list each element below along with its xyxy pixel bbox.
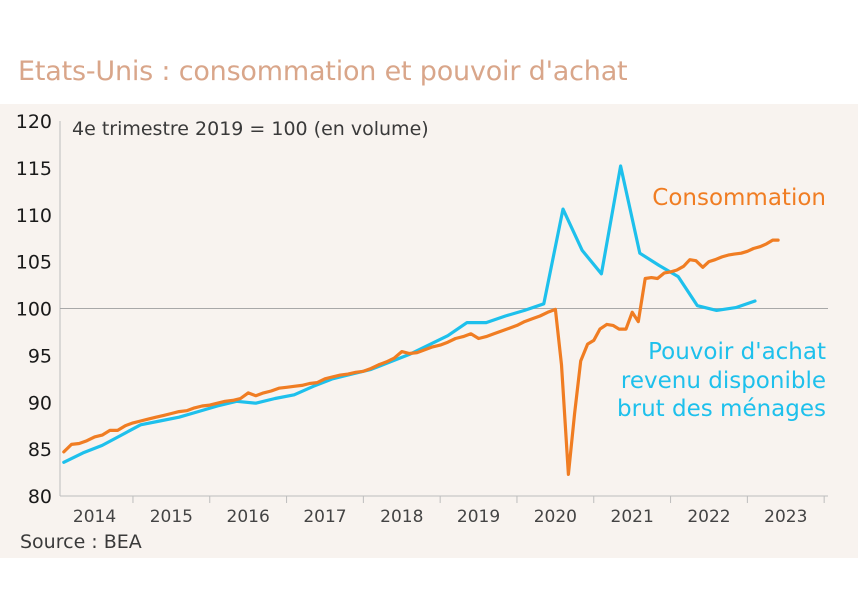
x-tick-label: 2018 bbox=[380, 507, 423, 527]
series-label-pouvoir-achat: revenu disponible bbox=[621, 368, 826, 394]
axes: 80 85 90 95 100 105 110 115 120 2014 2015 2016 2017 2… bbox=[16, 111, 828, 527]
series-label-pouvoir-achat: Pouvoir d'achat bbox=[648, 339, 826, 365]
y-tick-label: 115 bbox=[16, 158, 52, 180]
x-tick-label: 2021 bbox=[611, 507, 654, 527]
chart-title: Etats-Unis : consommation et pouvoir d'a… bbox=[18, 56, 628, 87]
series-labels: Consommation Pouvoir d'achat revenu dispon… bbox=[617, 185, 826, 422]
x-tick-label: 2023 bbox=[764, 507, 807, 527]
x-tick-label: 2014 bbox=[73, 507, 116, 527]
y-tick-label: 105 bbox=[16, 252, 52, 274]
y-tick-label: 95 bbox=[28, 345, 52, 367]
y-tick-label: 90 bbox=[28, 392, 52, 414]
x-tick-label: 2020 bbox=[534, 507, 577, 527]
y-tick-label: 100 bbox=[16, 299, 52, 321]
series-line-consommation bbox=[62, 238, 780, 476]
series-label-pouvoir-achat: brut des ménages bbox=[617, 396, 826, 422]
x-tick-label: 2017 bbox=[303, 507, 346, 527]
y-tick-label: 110 bbox=[16, 205, 52, 227]
y-tick-label: 85 bbox=[28, 439, 52, 461]
x-tick-label: 2022 bbox=[687, 507, 730, 527]
chart-panel bbox=[0, 104, 858, 558]
y-tick-label: 80 bbox=[28, 486, 52, 508]
x-tick-label: 2019 bbox=[457, 507, 500, 527]
y-tick-label: 120 bbox=[16, 111, 52, 133]
x-tick-label: 2015 bbox=[150, 507, 193, 527]
series-lines bbox=[62, 164, 780, 476]
source-note: Source : BEA bbox=[20, 531, 142, 553]
chart-subtitle: 4e trimestre 2019 = 100 (en volume) bbox=[72, 118, 429, 140]
x-tick-label: 2016 bbox=[227, 507, 270, 527]
series-label-consommation: Consommation bbox=[652, 185, 826, 211]
